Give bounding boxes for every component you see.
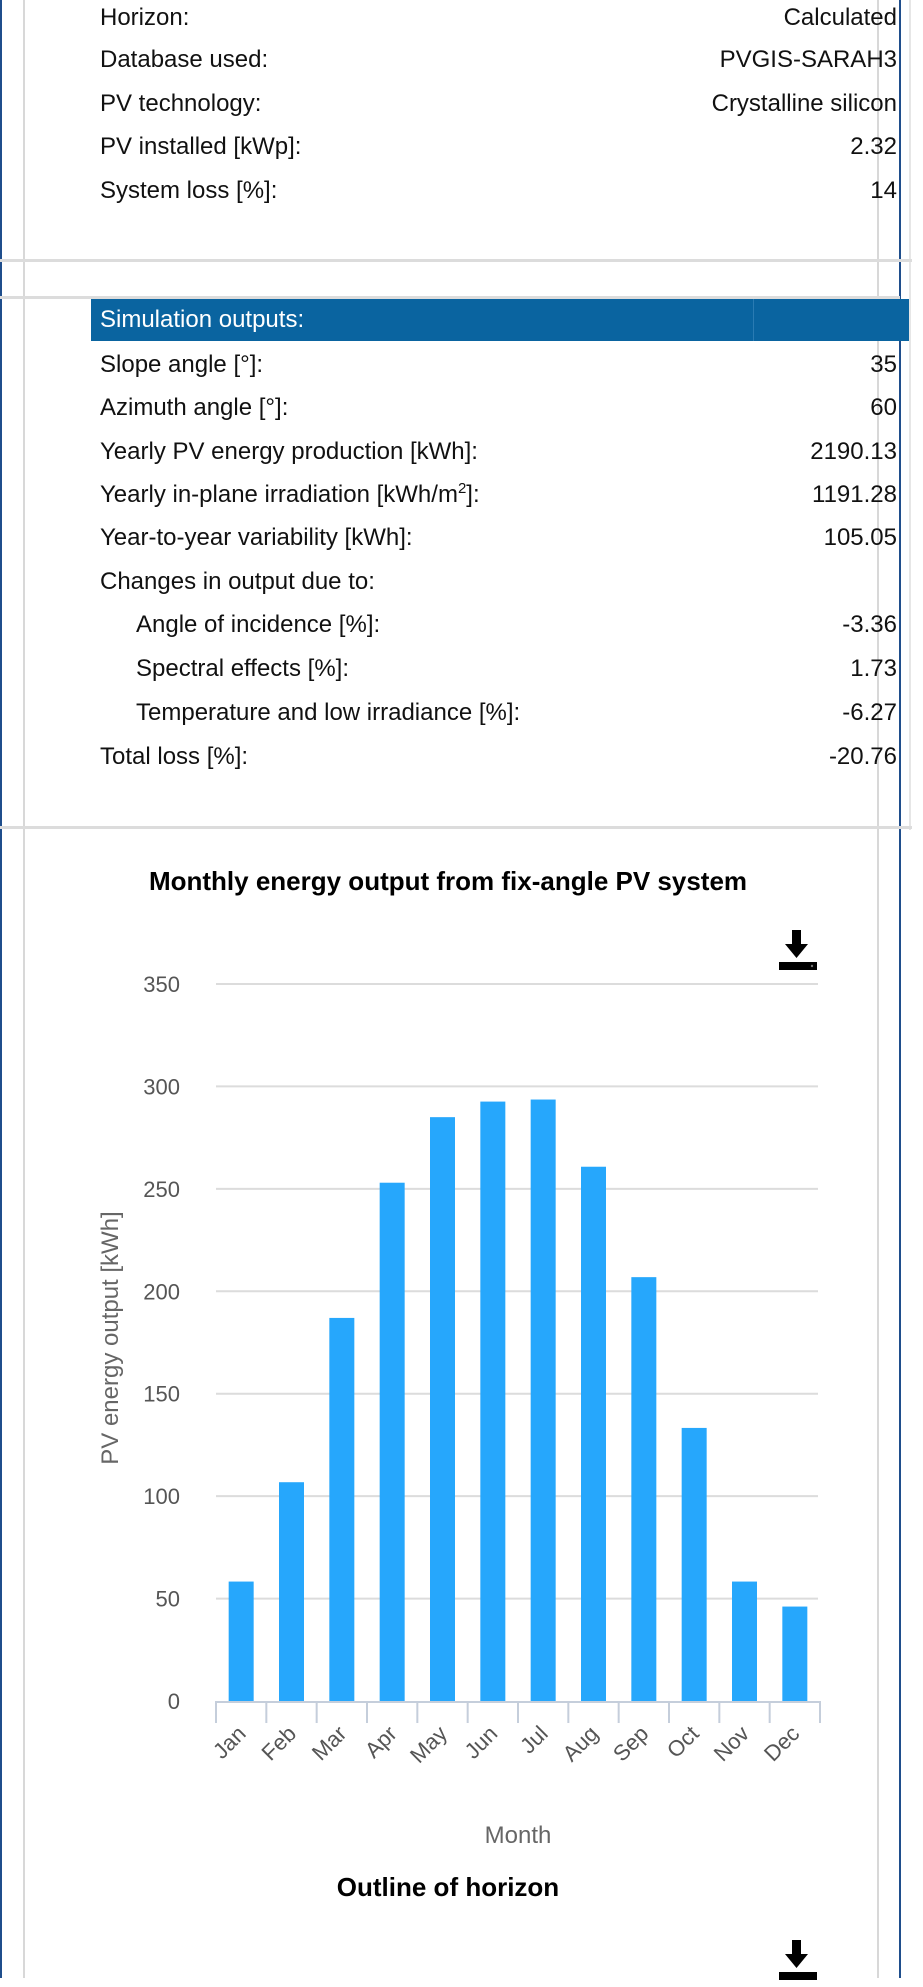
output-row-azimuth-angle: Azimuth angle [°]: 60 (100, 388, 897, 428)
frame-right-inner-border (877, 0, 879, 1978)
row-label: Total loss [%]: (100, 743, 249, 770)
frame-right-outer-border (909, 0, 911, 830)
x-tick-label: Aug (558, 1721, 603, 1766)
bar-jan (228, 1581, 254, 1701)
row-value: 2.32 (850, 133, 897, 160)
download-icon (779, 930, 817, 970)
simulation-outputs-header: Simulation outputs: (91, 299, 909, 341)
row-label: Yearly in-plane irradiation [kWh/m2]: (100, 481, 480, 509)
frame-left-border (0, 0, 2, 1978)
x-tick-label: Sep (608, 1721, 653, 1766)
frame-right-border (899, 0, 901, 1978)
summary-row-database: Database used: PVGIS-SARAH3 (100, 40, 897, 80)
row-label: Temperature and low irradiance [%]: (136, 699, 521, 726)
bar-dec (782, 1606, 808, 1701)
y-tick-label: 0 (168, 1689, 180, 1714)
bar-nov (732, 1581, 757, 1701)
label-text: Yearly in-plane irradiation [kWh/m (100, 481, 458, 508)
bar-mar (329, 1317, 355, 1701)
row-value: -3.36 (842, 611, 897, 638)
label-text-end: ]: (466, 481, 480, 508)
x-tick-label: Oct (662, 1721, 704, 1763)
row-label: Azimuth angle [°]: (100, 394, 289, 421)
output-row-variability: Year-to-year variability [kWh]: 105.05 (100, 518, 897, 558)
row-value: -6.27 (842, 699, 897, 726)
row-value: 1.73 (850, 655, 897, 682)
x-tick-label: Apr (360, 1721, 402, 1763)
x-tick-label: Dec (759, 1721, 804, 1766)
output-row-slope-angle: Slope angle [°]: 35 (100, 345, 897, 385)
bar-oct (681, 1427, 707, 1701)
row-label: System loss [%]: (100, 177, 278, 204)
summary-row-horizon: Horizon: Calculated (100, 0, 897, 38)
summary-row-pv-technology: PV technology: Crystalline silicon (100, 84, 897, 124)
frame-left-inner-border (23, 0, 25, 1978)
download-chart-button[interactable] (777, 928, 819, 972)
bar-may (430, 1117, 455, 1701)
y-tick-label: 350 (143, 972, 180, 997)
row-label: PV installed [kWp]: (100, 133, 302, 160)
x-tick-label: Jun (460, 1721, 503, 1764)
bar-jun (480, 1101, 506, 1701)
row-value: Crystalline silicon (711, 90, 897, 117)
output-row-angle-of-incidence: Angle of incidence [%]: -3.36 (100, 605, 897, 645)
bar-sep (631, 1277, 657, 1701)
row-label: Yearly PV energy production [kWh]: (100, 438, 478, 465)
row-value: 1191.28 (812, 481, 897, 508)
header-column-divider (753, 299, 754, 341)
row-value: 14 (870, 177, 897, 204)
header-title: Simulation outputs: (100, 306, 305, 333)
horizon-chart-title: Outline of horizon (336, 1872, 560, 1902)
row-label: Database used: (100, 46, 269, 73)
x-tick-label: Mar (307, 1721, 351, 1765)
row-value: 105.05 (823, 524, 897, 551)
output-row-spectral-effects: Spectral effects [%]: 1.73 (100, 649, 897, 689)
y-tick-label: 300 (143, 1074, 180, 1099)
row-label: Year-to-year variability [kWh]: (100, 524, 413, 551)
chart-title: Monthly energy output from fix-angle PV … (148, 866, 748, 896)
x-tick-label: May (405, 1721, 452, 1768)
y-tick-label: 150 (143, 1382, 180, 1407)
row-label: Slope angle [°]: (100, 351, 264, 378)
row-label: Changes in output due to: (100, 568, 375, 595)
bar-aug (581, 1166, 606, 1701)
row-value: -20.76 (828, 743, 897, 770)
row-value: PVGIS-SARAH3 (719, 46, 897, 73)
y-tick-label: 100 (143, 1484, 180, 1509)
x-tick-label: Jan (208, 1721, 251, 1764)
download-icon (779, 1940, 817, 1980)
row-value: 60 (870, 394, 897, 421)
section-divider (0, 259, 912, 262)
download-horizon-button[interactable] (777, 1938, 819, 1982)
row-label: Horizon: (100, 4, 190, 31)
row-value: Calculated (783, 4, 897, 31)
section-divider (0, 826, 912, 829)
x-tick-label: Jul (515, 1721, 553, 1759)
summary-row-system-loss: System loss [%]: 14 (100, 171, 897, 211)
row-label: PV technology: (100, 90, 262, 117)
row-value: 2190.13 (810, 438, 897, 465)
output-row-total-loss: Total loss [%]: -20.76 (100, 737, 897, 777)
summary-row-pv-installed: PV installed [kWp]: 2.32 (100, 127, 897, 167)
output-row-temperature: Temperature and low irradiance [%]: -6.2… (100, 693, 897, 733)
bar-jul (530, 1099, 556, 1701)
y-axis-title: PV energy output [kWh] (97, 1211, 124, 1464)
output-row-changes-heading: Changes in output due to: (100, 562, 897, 602)
y-tick-label: 250 (143, 1177, 180, 1202)
x-tick-label: Nov (709, 1721, 754, 1766)
row-value: 35 (870, 351, 897, 378)
y-tick-label: 200 (143, 1279, 180, 1304)
bar-feb (279, 1482, 304, 1701)
row-label: Angle of incidence [%]: (136, 611, 381, 638)
monthly-energy-chart: 0 50 100 150 200 250 300 350 Jan Feb Mar Apr May Jun J… (97, 972, 821, 1849)
bar-apr (379, 1182, 405, 1701)
section-divider (0, 296, 900, 299)
output-row-yearly-irradiation: Yearly in-plane irradiation [kWh/m2]: 11… (100, 475, 897, 515)
output-row-yearly-energy: Yearly PV energy production [kWh]: 2190.… (100, 432, 897, 472)
x-axis-title: Month (485, 1822, 552, 1849)
y-tick-label: 50 (156, 1587, 180, 1612)
label-superscript: 2 (457, 480, 467, 497)
row-label: Spectral effects [%]: (136, 655, 349, 682)
x-tick-label: Feb (257, 1721, 301, 1765)
